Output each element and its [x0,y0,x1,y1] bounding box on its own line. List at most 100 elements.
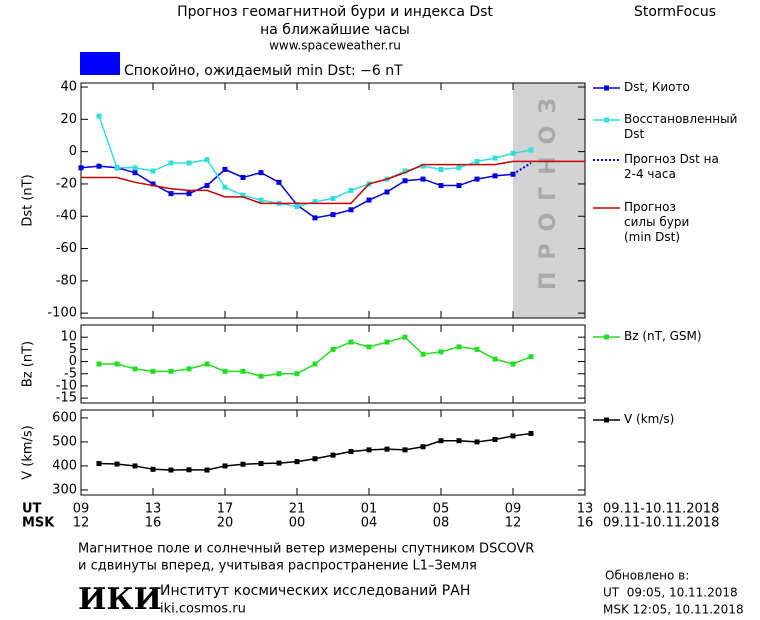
legend-marker [604,85,609,91]
series-line [81,160,585,205]
point [96,461,102,467]
y-tick-label: -15 [56,391,77,406]
point [528,147,534,153]
point [348,187,354,193]
point [186,160,192,166]
point [402,334,408,340]
point [510,150,516,156]
point [240,192,246,198]
point [438,166,444,172]
series-line [512,162,532,176]
point [150,181,156,187]
x-tick-label: 05 [433,502,450,517]
point [384,446,390,452]
point [420,444,426,450]
point [240,174,246,180]
point [456,183,462,189]
point [186,366,192,372]
point [258,170,264,176]
x-tick-label: 09 [505,502,522,517]
point [330,212,336,218]
plot-frame [80,409,586,496]
point [456,165,462,171]
point [330,195,336,201]
point [312,361,318,367]
series-line [80,165,514,219]
point [78,165,84,171]
point [150,466,156,472]
point [240,368,246,374]
point [420,176,426,182]
point [348,449,354,455]
point [528,354,534,360]
point [384,189,390,195]
series-line [98,115,532,208]
point [492,356,498,362]
y-tick-label: -60 [56,241,77,256]
brand: StormFocus [634,4,716,20]
x-tick-label-msk: 04 [361,516,378,531]
point [186,191,192,197]
point [438,349,444,355]
y-tick-label: -80 [56,273,77,288]
y-tick-label: 300 [52,482,77,497]
y-tick-label: 5 [69,342,77,357]
x-tick-label-msk: 12 [73,516,90,531]
legend-marker [604,417,609,423]
point [96,163,102,169]
point [420,351,426,357]
point [510,433,516,439]
point [366,344,372,350]
x-tick-label-msk: 16 [577,516,594,531]
point [132,170,138,176]
point [204,183,210,189]
point [366,197,372,203]
y-tick-label: 500 [52,434,77,449]
x-tick-label-msk: 12 [505,516,522,531]
x-axis-label: UT [22,502,42,517]
point [132,463,138,469]
point [420,163,426,169]
forecast-label: ПРОГНОЗ [536,86,561,290]
point [168,368,174,374]
note: и сдвинуты вперед, учитывая распростране… [78,559,477,574]
series-line [98,432,532,471]
point [96,361,102,367]
x-axis-label-msk: MSK [22,516,55,531]
x-tick-label: 13 [145,502,162,517]
y-tick-label: -5 [64,366,77,381]
x-tick-label: 13 [577,502,594,517]
y-tick-label: -100 [47,306,77,321]
point [168,191,174,197]
y-tick-label: 40 [60,80,77,95]
point [168,160,174,166]
updated: Обновлено в: [605,569,689,583]
updated-ut: UT 09:05, 10.11.2018 [603,586,738,600]
x-tick-label-msk: 20 [217,516,234,531]
point [222,166,228,172]
point [222,463,228,469]
y-tick-label: 0 [69,354,77,369]
legend-label: Прогноз силы бури (min Dst) [624,200,690,244]
x-tick-label-msk: 16 [145,516,162,531]
point [474,176,480,182]
point [492,155,498,161]
point [276,179,282,185]
y-tick-label: -10 [56,378,77,393]
point [384,339,390,345]
logo: ИКИ [78,582,162,617]
institute: Институт космических исследований РАН [160,583,470,599]
legend-label: Dst, Киото [624,80,690,94]
x-tick-label: 01 [361,502,378,517]
series-line [99,336,532,377]
point [492,437,498,443]
point [438,183,444,189]
point [456,344,462,350]
point [204,467,210,473]
point [330,346,336,352]
point [456,438,462,444]
point [240,461,246,467]
point [528,431,534,437]
